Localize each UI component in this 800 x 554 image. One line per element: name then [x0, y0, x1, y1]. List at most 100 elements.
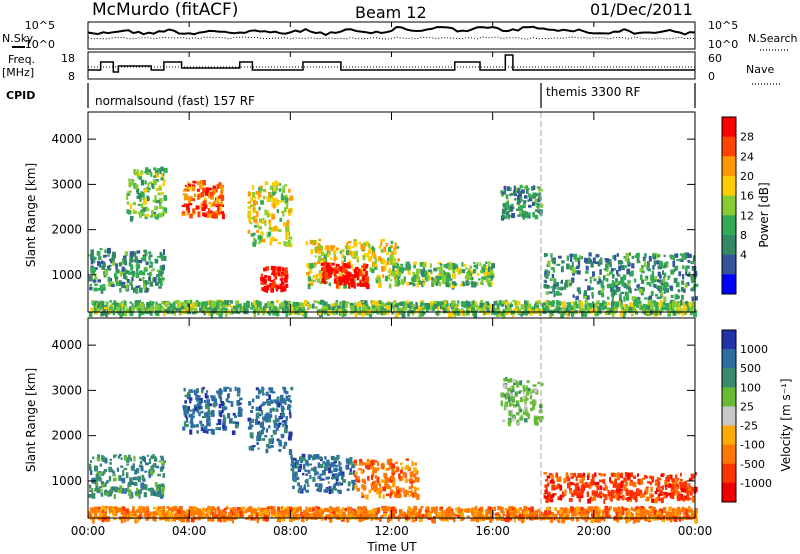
power-cell: [476, 272, 480, 277]
velocity-cell: [509, 378, 513, 383]
velocity-cell: [327, 481, 330, 484]
velocity-cell: [314, 472, 317, 476]
power-cell: [676, 310, 680, 315]
power-cell: [618, 265, 622, 272]
velocity-cell: [128, 454, 131, 459]
power-cell: [367, 250, 372, 254]
power-cell: [672, 308, 675, 314]
velocity-cell: [337, 472, 341, 477]
power-cell: [360, 267, 364, 273]
power-cell: [265, 308, 268, 314]
power-cell: [218, 311, 223, 318]
power-cell: [89, 283, 92, 287]
power-cell: [445, 283, 450, 288]
power-cell: [350, 308, 354, 312]
velocity-cell: [304, 469, 308, 472]
power-cell: [374, 300, 379, 306]
power-cell: [433, 267, 438, 272]
velocity-cell: [124, 491, 127, 494]
velocity-cell: [594, 516, 599, 521]
power-cell: [277, 229, 282, 233]
power-cell: [558, 292, 562, 296]
velocity-cell: [633, 475, 637, 479]
power-cell: [328, 263, 331, 268]
power-cell: [396, 308, 399, 313]
velocity-cell: [227, 393, 230, 399]
power-cell: [144, 252, 147, 257]
velocity-cell: [126, 463, 129, 466]
power-cell: [606, 273, 610, 276]
power-cell: [107, 247, 111, 254]
power-cell: [636, 260, 641, 264]
power-cell: [161, 214, 165, 217]
power-cell: [560, 267, 564, 273]
velocity-cell: [257, 506, 260, 511]
power-cell: [203, 204, 208, 209]
velocity-cell: [300, 456, 304, 461]
power-cell: [617, 260, 622, 265]
power-cell: [623, 303, 627, 308]
velocity-cell: [507, 421, 512, 424]
power-cell: [305, 241, 308, 246]
power-cell: [384, 264, 387, 268]
power-cell: [313, 300, 318, 303]
velocity-cell: [284, 507, 288, 511]
power-cell: [580, 301, 583, 306]
velocity-cell: [645, 486, 649, 489]
velocity-cell: [519, 409, 523, 413]
velocity-cell: [129, 493, 132, 500]
velocity-cell: [248, 446, 251, 451]
power-cell: [256, 229, 260, 233]
power-cell: [123, 268, 127, 274]
velocity-cell: [150, 470, 153, 477]
velocity-cell: [265, 448, 269, 454]
velocity-cell: [287, 404, 291, 408]
power-cell: [506, 186, 511, 192]
power-cell: [250, 204, 254, 208]
power-cell: [109, 304, 113, 310]
velocity-cell: [522, 408, 526, 411]
power-cell: [462, 310, 466, 317]
power-cell: [490, 266, 494, 272]
velocity-cell: [546, 475, 551, 479]
power-cell: [592, 271, 595, 277]
power-cell: [185, 203, 190, 210]
velocity-cell: [664, 483, 668, 488]
velocity-cell: [370, 460, 374, 466]
velocity-cell: [236, 399, 241, 406]
power-cell: [150, 269, 154, 272]
power-cell: [142, 256, 147, 262]
power-cell: [199, 307, 202, 312]
velocity-cell: [509, 511, 512, 516]
velocity-cell: [330, 462, 334, 468]
power-cell: [393, 258, 397, 262]
velocity-cell: [371, 474, 374, 481]
power-cell: [524, 213, 528, 219]
velocity-cell: [546, 482, 550, 487]
velocity-cell: [620, 480, 624, 485]
power-cell: [692, 255, 696, 262]
velocity-cell: [137, 489, 141, 496]
velocity-cell: [140, 482, 145, 489]
power-cell: [319, 280, 323, 285]
power-cell: [154, 258, 159, 264]
power-cell: [158, 212, 163, 218]
velocity-cell: [668, 484, 672, 488]
velocity-cell: [127, 484, 130, 491]
power-cell: [615, 308, 618, 312]
power-cell: [97, 302, 101, 308]
velocity-cell: [218, 403, 222, 409]
power-cell: [691, 296, 695, 302]
power-cell: [355, 271, 360, 278]
power-cell: [224, 311, 228, 317]
velocity-cell: [262, 416, 266, 421]
power-cell: [483, 272, 487, 277]
power-cell: [407, 270, 411, 275]
power-cell: [238, 303, 242, 308]
velocity-cell: [260, 403, 265, 407]
velocity-cell: [218, 394, 221, 399]
power-cell: [522, 215, 526, 220]
power-cell: [389, 267, 392, 274]
velocity-cell: [317, 475, 321, 479]
nsearch-label: N.Search: [748, 32, 798, 45]
